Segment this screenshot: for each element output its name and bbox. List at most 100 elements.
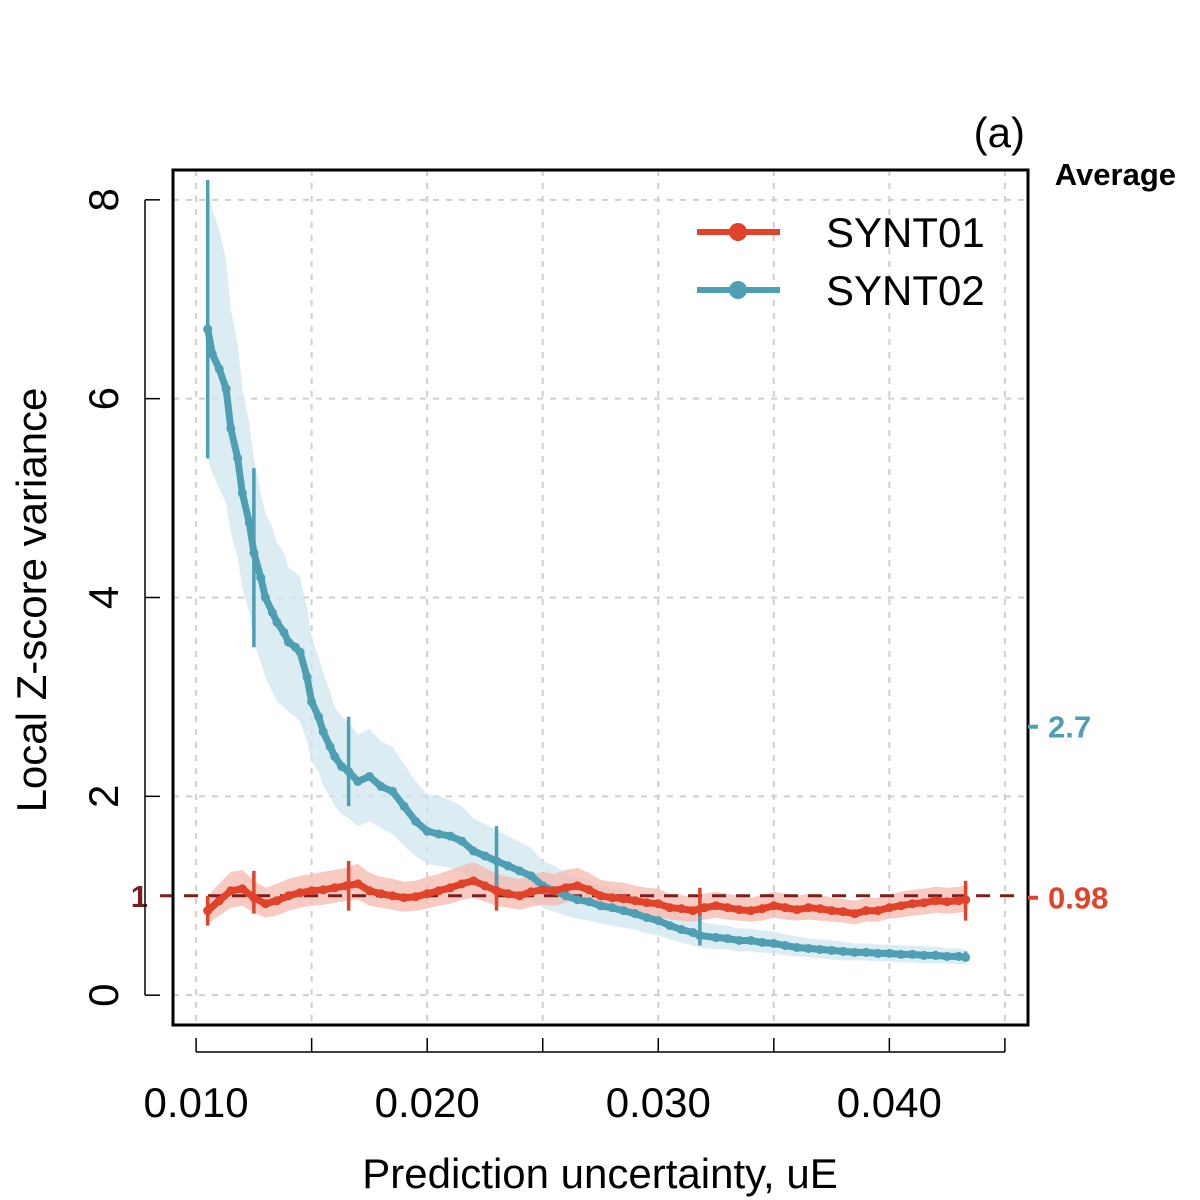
data-point-synt02 bbox=[256, 573, 266, 583]
average-header: Average bbox=[1055, 157, 1176, 192]
x-tick-label: 0.040 bbox=[837, 1079, 942, 1126]
legend-marker-synt02 bbox=[729, 281, 747, 299]
data-point-synt02 bbox=[214, 364, 224, 374]
data-point-synt02 bbox=[279, 627, 289, 637]
data-point-synt02 bbox=[607, 903, 617, 913]
data-point-synt01 bbox=[746, 906, 756, 916]
data-point-synt01 bbox=[364, 886, 374, 896]
data-point-synt02 bbox=[457, 836, 467, 846]
data-point-synt02 bbox=[314, 712, 324, 722]
data-point-synt01 bbox=[318, 885, 328, 895]
data-point-synt02 bbox=[353, 776, 363, 786]
data-point-synt01 bbox=[850, 909, 860, 919]
data-point-synt02 bbox=[780, 940, 790, 950]
data-point-synt02 bbox=[711, 933, 721, 943]
data-point-synt02 bbox=[244, 518, 254, 528]
data-point-synt02 bbox=[376, 781, 386, 791]
data-point-synt01 bbox=[711, 901, 721, 911]
data-point-synt01 bbox=[769, 901, 779, 911]
data-point-synt01 bbox=[653, 899, 663, 909]
data-point-synt02 bbox=[515, 866, 525, 876]
data-point-synt01 bbox=[526, 887, 536, 897]
data-point-synt01 bbox=[792, 905, 802, 915]
data-point-synt01 bbox=[284, 891, 294, 901]
average-label-synt01: 0.98 bbox=[1048, 881, 1108, 916]
y-tick-label: 6 bbox=[80, 387, 127, 410]
data-point-synt01 bbox=[954, 896, 964, 906]
data-point-synt02 bbox=[619, 906, 629, 916]
data-point-synt02 bbox=[827, 945, 837, 955]
data-point-synt01 bbox=[861, 906, 871, 916]
data-point-synt01 bbox=[596, 891, 605, 901]
data-point-synt02 bbox=[919, 950, 929, 960]
data-point-synt02 bbox=[572, 895, 582, 905]
data-point-synt01 bbox=[214, 896, 224, 906]
data-point-synt02 bbox=[815, 944, 825, 954]
data-point-synt02 bbox=[422, 826, 432, 836]
data-point-synt02 bbox=[302, 672, 312, 682]
data-point-synt02 bbox=[480, 851, 490, 861]
data-point-synt01 bbox=[388, 891, 398, 901]
series-lines bbox=[203, 324, 971, 962]
data-point-synt01 bbox=[480, 881, 490, 891]
data-point-synt01 bbox=[457, 879, 467, 889]
y-axis-title: Local Z-score variance bbox=[8, 388, 55, 813]
data-point-synt02 bbox=[757, 937, 767, 947]
data-point-synt02 bbox=[861, 947, 871, 957]
data-point-synt02 bbox=[284, 637, 294, 647]
x-tick-label: 0.020 bbox=[375, 1079, 480, 1126]
y-tick-label: 4 bbox=[80, 586, 127, 609]
data-point-synt01 bbox=[780, 903, 790, 913]
data-point-synt01 bbox=[307, 886, 317, 896]
data-point-synt01 bbox=[699, 903, 709, 913]
error-bars bbox=[205, 179, 968, 962]
data-point-synt01 bbox=[757, 904, 767, 914]
averages-margin: 2.7 0.98 bbox=[1028, 710, 1108, 916]
data-point-synt01 bbox=[815, 904, 825, 914]
data-point-synt02 bbox=[388, 786, 398, 796]
data-point-synt01 bbox=[399, 893, 409, 903]
data-point-synt01 bbox=[630, 896, 640, 906]
data-point-synt01 bbox=[942, 897, 952, 907]
data-point-synt02 bbox=[330, 752, 340, 762]
x-axis: 0.010 0.020 0.030 0.040 bbox=[144, 1038, 1006, 1126]
data-point-synt01 bbox=[434, 886, 444, 896]
data-point-synt01 bbox=[411, 892, 421, 902]
data-point-synt02 bbox=[769, 938, 779, 948]
y-tick-label: 2 bbox=[80, 785, 127, 808]
data-point-synt01 bbox=[549, 886, 559, 896]
data-point-synt02 bbox=[337, 762, 347, 772]
data-point-synt02 bbox=[237, 488, 247, 498]
x-axis-title: Prediction uncertainty, uE bbox=[362, 1150, 837, 1197]
data-point-synt02 bbox=[411, 816, 421, 826]
data-point-synt02 bbox=[723, 934, 733, 944]
data-point-synt01 bbox=[896, 901, 906, 911]
average-label-synt02: 2.7 bbox=[1048, 710, 1091, 745]
data-point-synt01 bbox=[665, 903, 675, 913]
data-point-synt02 bbox=[630, 909, 640, 919]
data-point-synt01 bbox=[272, 896, 282, 906]
data-point-synt02 bbox=[318, 727, 328, 737]
y-axis: 0 2 4 6 8 bbox=[80, 188, 160, 1007]
data-point-synt01 bbox=[445, 883, 455, 893]
data-point-synt01 bbox=[803, 903, 813, 913]
data-point-synt01 bbox=[827, 906, 837, 916]
data-point-synt02 bbox=[746, 935, 756, 945]
data-point-synt02 bbox=[364, 771, 374, 781]
plot-frame bbox=[171, 168, 1030, 1027]
data-point-synt01 bbox=[538, 885, 548, 895]
data-point-synt02 bbox=[233, 453, 243, 463]
data-point-synt01 bbox=[422, 889, 432, 899]
data-point-synt01 bbox=[572, 881, 582, 891]
data-point-synt02 bbox=[272, 617, 282, 627]
data-point-synt02 bbox=[399, 801, 409, 811]
data-point-synt01 bbox=[295, 888, 305, 898]
panel-label: (a) bbox=[974, 109, 1025, 156]
y-tick-label: 0 bbox=[80, 983, 127, 1006]
data-point-synt02 bbox=[221, 384, 231, 394]
data-point-synt01 bbox=[468, 876, 478, 886]
data-point-synt01 bbox=[561, 883, 571, 893]
line-synt02 bbox=[204, 325, 970, 961]
data-point-synt01 bbox=[907, 899, 917, 909]
data-point-synt02 bbox=[942, 951, 952, 961]
